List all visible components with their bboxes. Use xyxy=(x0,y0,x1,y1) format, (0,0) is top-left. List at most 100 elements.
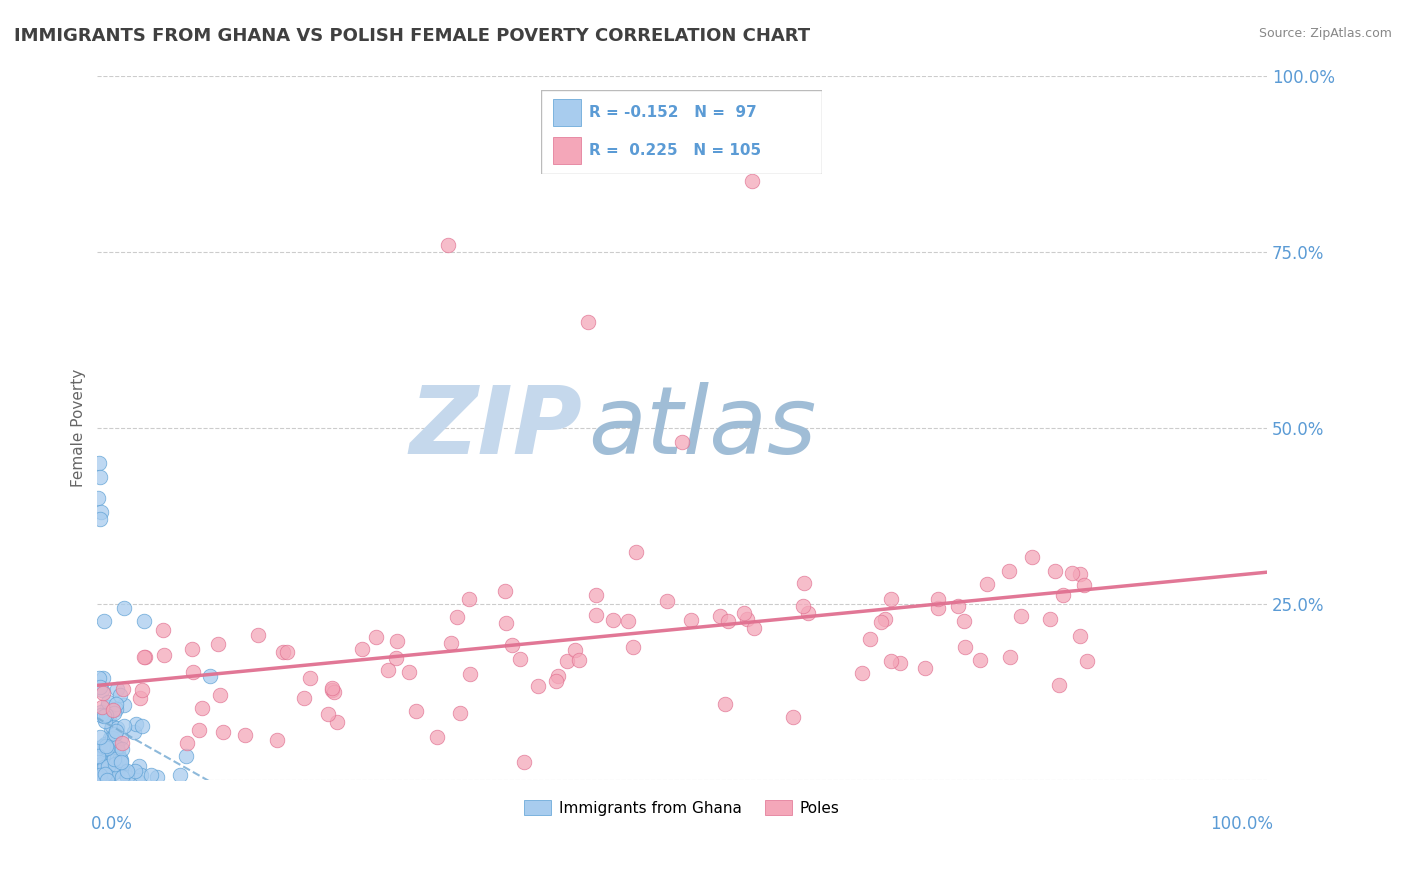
Point xyxy=(134,650,156,665)
Point xyxy=(91,683,114,698)
Point xyxy=(94,708,117,723)
Point xyxy=(110,755,132,769)
Point xyxy=(709,608,731,623)
Text: ZIP: ZIP xyxy=(409,382,582,474)
Point xyxy=(889,657,911,671)
Point xyxy=(321,681,343,695)
Point xyxy=(585,588,607,602)
Point xyxy=(495,616,517,631)
Text: IMMIGRANTS FROM GHANA VS POLISH FEMALE POVERTY CORRELATION CHART: IMMIGRANTS FROM GHANA VS POLISH FEMALE P… xyxy=(14,27,810,45)
Point xyxy=(97,759,120,773)
Point xyxy=(914,661,936,675)
Point xyxy=(152,648,174,662)
Point xyxy=(91,739,114,754)
Point xyxy=(93,760,115,774)
Point xyxy=(90,707,112,722)
Point xyxy=(322,685,344,699)
Point xyxy=(616,615,638,629)
Point xyxy=(1047,678,1070,692)
Point xyxy=(621,640,644,654)
Point xyxy=(124,717,146,731)
Point xyxy=(104,727,127,741)
Point xyxy=(187,723,209,737)
Point xyxy=(1060,566,1083,580)
Point xyxy=(125,772,148,787)
Point xyxy=(298,671,321,685)
Point xyxy=(131,683,153,698)
Point xyxy=(169,767,191,781)
Point xyxy=(100,731,122,745)
Point xyxy=(112,600,135,615)
Point xyxy=(96,772,118,787)
Point xyxy=(129,768,152,782)
Point xyxy=(181,665,204,680)
Point xyxy=(152,623,174,637)
Point xyxy=(714,697,737,711)
Point xyxy=(180,641,202,656)
Point xyxy=(626,545,648,559)
Point xyxy=(953,640,976,654)
Point xyxy=(101,739,124,754)
Point xyxy=(93,709,115,723)
Point xyxy=(94,759,117,773)
Point xyxy=(198,669,221,683)
Point xyxy=(89,771,111,785)
Point xyxy=(128,759,150,773)
Point xyxy=(576,315,599,329)
Point xyxy=(100,740,122,755)
Point xyxy=(93,738,115,752)
Point xyxy=(86,770,108,784)
Point xyxy=(91,686,114,700)
Point xyxy=(546,673,568,688)
Point xyxy=(110,758,132,772)
Point xyxy=(89,768,111,782)
Point xyxy=(440,636,463,650)
Point xyxy=(103,706,125,721)
Point xyxy=(384,651,406,665)
Point xyxy=(103,752,125,766)
Point xyxy=(97,754,120,768)
Point xyxy=(89,680,111,694)
Point xyxy=(97,695,120,709)
Point xyxy=(111,770,134,784)
Point xyxy=(326,714,349,729)
Point xyxy=(405,704,427,718)
Point xyxy=(103,757,125,772)
Point xyxy=(976,577,998,591)
Point xyxy=(86,748,108,763)
Point xyxy=(458,591,481,606)
Point xyxy=(997,564,1019,578)
Point xyxy=(585,607,607,622)
Point xyxy=(1052,588,1074,602)
Point xyxy=(87,456,110,470)
Point xyxy=(927,591,949,606)
Point xyxy=(96,756,118,771)
Point xyxy=(103,766,125,780)
Point xyxy=(131,719,153,733)
Text: Source: ZipAtlas.com: Source: ZipAtlas.com xyxy=(1258,27,1392,40)
Point xyxy=(547,669,569,683)
Point xyxy=(89,731,111,745)
Point xyxy=(509,652,531,666)
Point xyxy=(93,742,115,756)
Point xyxy=(398,665,420,680)
Text: 0.0%: 0.0% xyxy=(91,815,132,833)
Point xyxy=(1069,629,1091,643)
Point xyxy=(97,709,120,723)
Point xyxy=(105,750,128,764)
Point xyxy=(97,769,120,783)
Point xyxy=(233,728,256,742)
Point xyxy=(292,691,315,706)
Point xyxy=(174,749,197,764)
Point xyxy=(87,491,110,506)
Point xyxy=(112,698,135,713)
Point xyxy=(744,621,766,635)
Point xyxy=(385,634,408,648)
Point xyxy=(112,719,135,733)
Point xyxy=(111,736,134,750)
Point xyxy=(115,770,138,784)
Point xyxy=(1073,578,1095,592)
Point xyxy=(105,702,128,716)
Point xyxy=(108,688,131,702)
Point xyxy=(717,614,740,628)
